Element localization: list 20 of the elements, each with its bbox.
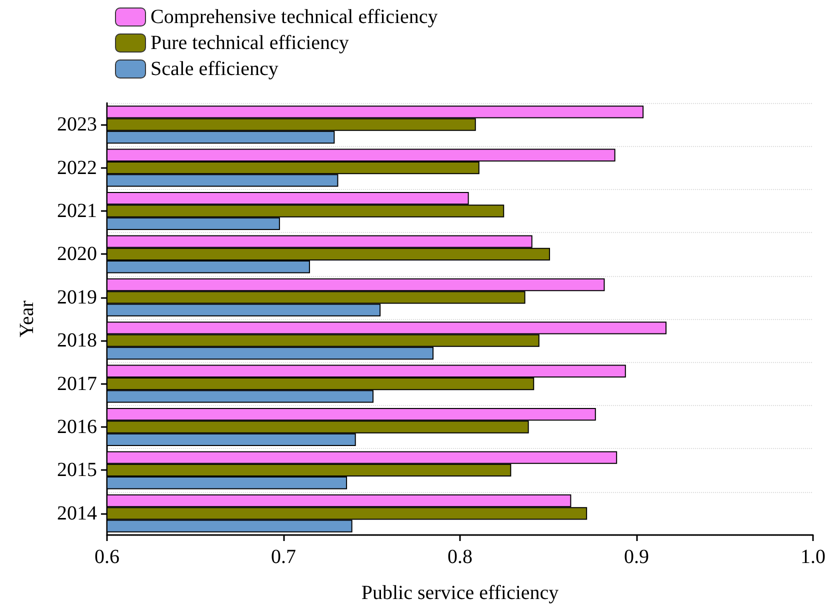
y-axis-title: Year — [16, 300, 38, 338]
x-axis-title: Public service efficiency — [361, 582, 559, 604]
x-tick-label: 0.9 — [624, 546, 649, 568]
y-tick-label: 2020 — [57, 243, 97, 266]
x-tick-label: 0.8 — [448, 546, 472, 568]
y-tick-label: 2023 — [57, 114, 97, 136]
y-tick-label: 2017 — [57, 372, 97, 395]
x-tick-label: 1.0 — [800, 546, 826, 568]
legend-label: Scale efficiency — [150, 58, 278, 80]
y-tick-label: 2022 — [57, 156, 97, 179]
x-tick-label: 0.6 — [94, 546, 120, 568]
y-tick-label: 2014 — [57, 502, 97, 524]
y-tick-label: 2016 — [57, 416, 97, 438]
y-tick-label: 2018 — [57, 330, 97, 352]
y-tick-label: 2021 — [57, 200, 97, 222]
x-tick-label: 0.7 — [271, 546, 296, 568]
legend-label: Comprehensive technical efficiency — [150, 6, 438, 28]
y-tick-label: 2015 — [57, 459, 97, 482]
legend-label: Pure technical efficiency — [150, 32, 349, 54]
y-tick-label: 2019 — [57, 286, 97, 308]
